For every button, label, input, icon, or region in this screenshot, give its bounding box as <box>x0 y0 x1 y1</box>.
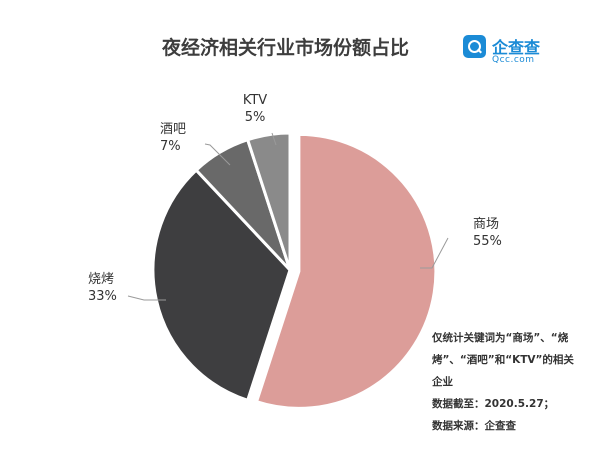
magnifier-icon <box>463 35 486 58</box>
footnote-line: 烤”、“酒吧”和“KTV”的相关 <box>432 354 574 366</box>
pie-slice <box>245 131 292 271</box>
logo-domain: Qcc.com <box>492 55 535 65</box>
slice-label: KTV <box>243 93 267 108</box>
slice-value-label: 33% <box>88 289 117 304</box>
slice-value-label: 7% <box>160 139 181 154</box>
footnote-line: 数据截至：2020.5.27； <box>432 398 555 410</box>
slice-value-label: 55% <box>473 234 502 249</box>
footnote-line: 企业 <box>432 376 453 388</box>
leader-line <box>127 295 166 301</box>
slice-label: 烧烤 <box>88 272 114 287</box>
footnote: 仅统计关键词为“商场”、“烧 烤”、“酒吧”和“KTV”的相关 企业 数据截至：… <box>432 327 592 437</box>
logo-name: 企查查 <box>492 38 541 57</box>
pie-slice <box>254 132 438 410</box>
slice-label: 商场 <box>473 217 499 232</box>
leader-line <box>420 237 449 269</box>
leader-line <box>204 143 231 166</box>
slice-value-label: 5% <box>245 110 266 125</box>
leader-line <box>271 132 277 146</box>
chart-title: 夜经济相关行业市场份额占比 <box>162 37 410 59</box>
slice-label: 酒吧 <box>160 122 186 137</box>
footnote-line: 数据来源：企查查 <box>432 420 516 432</box>
footnote-line: 仅统计关键词为“商场”、“烧 <box>432 332 569 344</box>
logo: 企查查 Qcc.com <box>463 34 573 68</box>
